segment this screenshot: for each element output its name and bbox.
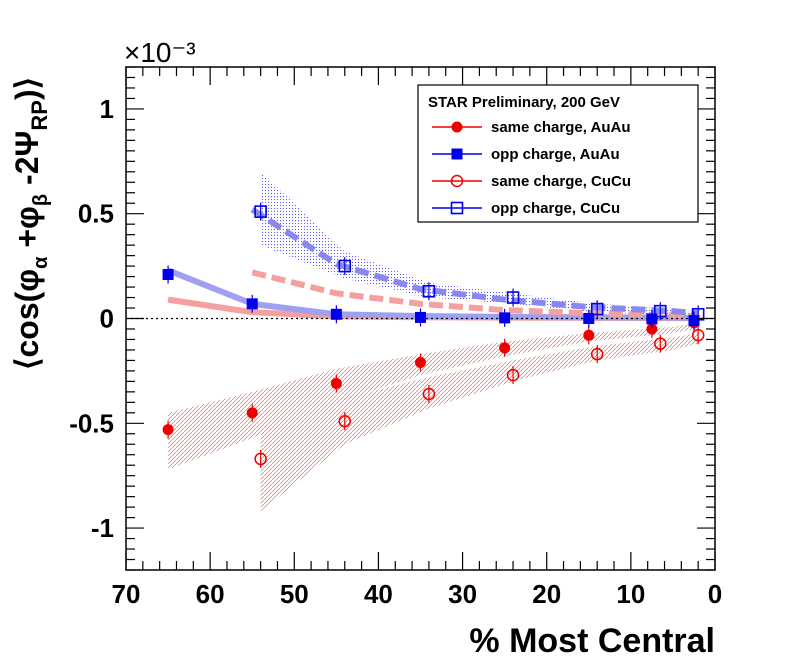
data-point bbox=[246, 298, 258, 310]
legend: STAR Preliminary, 200 GeV same charge, A… bbox=[417, 84, 699, 223]
x-tick-label: 40 bbox=[364, 579, 393, 609]
data-point bbox=[422, 284, 436, 298]
data-point bbox=[422, 387, 436, 401]
systematic-band bbox=[260, 333, 699, 512]
systematic-band bbox=[260, 171, 699, 317]
theory-curve-dashed bbox=[250, 206, 699, 317]
axis-ticks bbox=[125, 66, 716, 571]
y-axis-title: ⟨cos(φα +φβ -2ΨRP)⟩ bbox=[9, 77, 52, 370]
legend-entries: same charge, AuAu opp charge, AuAu same ch… bbox=[432, 119, 631, 217]
data-points bbox=[162, 202, 705, 468]
data-point bbox=[246, 407, 258, 419]
data-point bbox=[338, 259, 352, 273]
legend-label: same charge, AuAu bbox=[491, 119, 631, 136]
legend-title: STAR Preliminary, 200 GeV bbox=[428, 94, 620, 111]
data-point bbox=[162, 268, 174, 280]
data-point bbox=[415, 357, 426, 369]
x-tick-label: 60 bbox=[196, 579, 225, 609]
theory-curve-dashed bbox=[251, 269, 699, 320]
y-tick-label: 0 bbox=[100, 304, 114, 334]
data-point bbox=[646, 313, 658, 325]
y-tick-label: -1 bbox=[91, 513, 114, 543]
data-point bbox=[691, 329, 705, 342]
exponent-label: ×10⁻³ bbox=[124, 37, 196, 68]
legend-marker bbox=[451, 148, 463, 160]
legend-label: opp charge, AuAu bbox=[491, 146, 620, 163]
data-point bbox=[499, 342, 511, 354]
data-point bbox=[254, 452, 267, 466]
systematic-band bbox=[168, 322, 699, 470]
data-point bbox=[506, 368, 520, 382]
data-point bbox=[499, 312, 511, 324]
data-point bbox=[254, 205, 267, 218]
y-tick-label: 0.5 bbox=[78, 199, 114, 229]
legend-marker bbox=[451, 121, 463, 133]
systematic-bands bbox=[168, 171, 699, 512]
data-point bbox=[590, 302, 604, 316]
data-point bbox=[590, 347, 604, 361]
x-tick-label: 20 bbox=[532, 579, 561, 609]
y-tick-label: 1 bbox=[100, 94, 114, 124]
data-point bbox=[162, 424, 174, 436]
axis-tick-labels: 70 60 50 40 30 20 10 0 -1 -0.5 0 0.5 1 bbox=[69, 94, 722, 609]
legend-marker bbox=[450, 201, 464, 215]
data-point bbox=[654, 304, 667, 318]
x-tick-label: 70 bbox=[112, 579, 141, 609]
legend-label: opp charge, CuCu bbox=[491, 200, 620, 217]
data-point bbox=[654, 337, 667, 350]
legend-marker bbox=[450, 174, 464, 188]
data-point bbox=[583, 313, 595, 324]
data-point bbox=[583, 329, 595, 341]
data-point bbox=[330, 377, 342, 389]
x-axis-title: % Most Central bbox=[469, 622, 715, 660]
y-tick-label: -0.5 bbox=[69, 408, 114, 438]
x-tick-label: 30 bbox=[448, 579, 477, 609]
data-point bbox=[691, 308, 705, 321]
theory-curves bbox=[166, 206, 699, 322]
legend-label: same charge, CuCu bbox=[491, 173, 631, 190]
x-tick-label: 10 bbox=[616, 579, 645, 609]
data-point bbox=[330, 308, 342, 320]
data-point bbox=[338, 414, 352, 428]
data-point bbox=[415, 311, 426, 323]
data-point bbox=[506, 291, 520, 304]
data-point bbox=[646, 323, 658, 335]
x-tick-label: 50 bbox=[280, 579, 309, 609]
x-tick-label: 0 bbox=[708, 579, 722, 609]
